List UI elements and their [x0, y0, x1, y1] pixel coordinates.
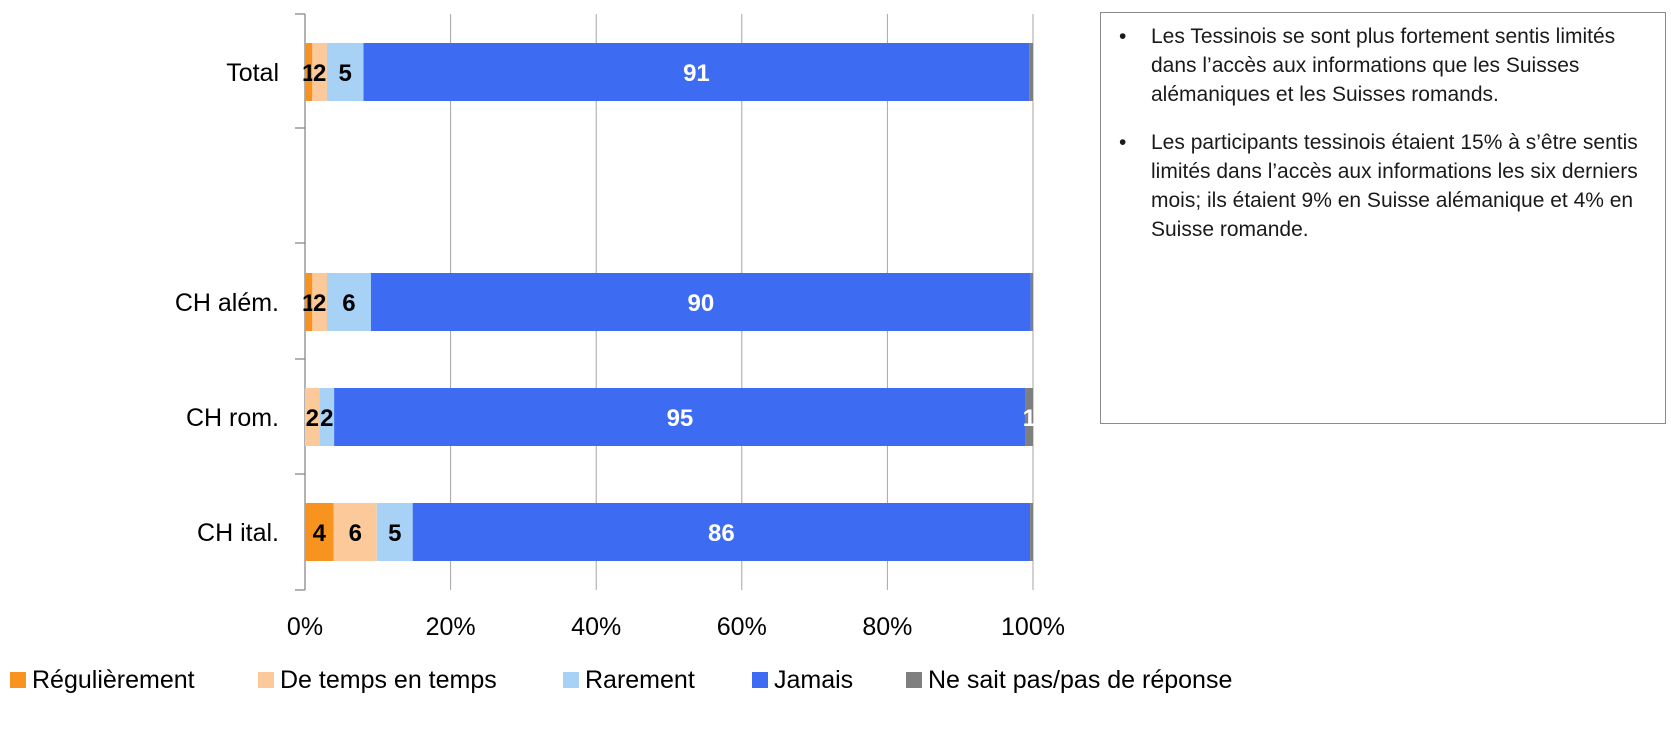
legend-label: Régulièrement	[32, 665, 195, 694]
bar-segment	[305, 273, 313, 331]
data-label: 2	[306, 405, 319, 432]
x-tick-label: 100%	[1001, 613, 1065, 641]
bar-segment	[312, 43, 327, 101]
commentary-box: • Les Tessinois se sont plus fortement s…	[1100, 12, 1666, 424]
bar-segment	[363, 43, 1030, 101]
bar-segment	[376, 503, 413, 561]
data-label: 2	[313, 60, 326, 87]
stacked-bar-chart: 0% 20% 40% 60% 80% 100% Total CH além. CH rom. CH…	[175, 13, 1065, 641]
bar-segment	[305, 388, 320, 446]
legend-label: Jamais	[774, 665, 854, 694]
data-label: 1	[302, 290, 315, 317]
x-tick-label: 60%	[717, 613, 767, 641]
data-label: 6	[349, 520, 362, 547]
data-label: 91	[683, 60, 710, 87]
category-label: CH além.	[175, 289, 279, 317]
data-label: 1	[1023, 405, 1036, 432]
bar-segment	[312, 273, 327, 331]
category-label: CH ital.	[197, 519, 279, 547]
bar-segment	[1030, 503, 1033, 561]
legend-label: Rarement	[585, 665, 695, 694]
legend-item-jamais: Jamais	[752, 660, 853, 700]
legend-swatch	[258, 672, 274, 688]
bar-segment	[412, 503, 1031, 561]
bar-segment	[1029, 43, 1033, 101]
legend-swatch	[563, 672, 579, 688]
bar-segment	[1025, 388, 1033, 446]
legend-swatch	[10, 672, 26, 688]
legend-item-regulierement: Régulièrement	[10, 660, 195, 700]
data-label: 5	[339, 60, 352, 87]
x-tick-label: 80%	[862, 613, 912, 641]
commentary-text: Les Tessinois se sont plus fortement sen…	[1151, 25, 1616, 106]
data-label: 4	[313, 520, 327, 547]
x-tick-label: 20%	[426, 613, 476, 641]
data-label: 95	[667, 405, 694, 432]
data-label: 90	[688, 290, 715, 317]
bullet-icon: •	[1119, 131, 1127, 154]
legend-label: De temps en temps	[280, 665, 497, 694]
bar-segment	[1030, 273, 1033, 331]
data-label: 2	[320, 405, 333, 432]
legend-label: Ne sait pas/pas de réponse	[928, 665, 1233, 694]
data-label: 1	[302, 60, 315, 87]
bullet-icon: •	[1119, 25, 1127, 48]
legend-swatch	[906, 672, 922, 688]
data-label: 86	[708, 520, 735, 547]
bar-segment	[370, 273, 1031, 331]
legend-item-de-temps-en-temps: De temps en temps	[258, 660, 497, 700]
bar-segment	[333, 503, 377, 561]
x-tick-label: 0%	[287, 613, 323, 641]
commentary-item: • Les Tessinois se sont plus fortement s…	[1115, 22, 1655, 109]
bar-segment	[319, 388, 335, 446]
commentary-item: • Les participants tessinois étaient 15%…	[1115, 128, 1655, 244]
bar-segment	[334, 388, 1026, 446]
legend-item-rarement: Rarement	[563, 660, 695, 700]
bar-segment	[326, 43, 364, 101]
legend-item-ne-sait-pas: Ne sait pas/pas de réponse	[906, 660, 1232, 700]
commentary-text: Les participants tessinois étaient 15% à…	[1151, 131, 1638, 241]
bar-segment	[305, 43, 313, 101]
commentary-list: • Les Tessinois se sont plus fortement s…	[1115, 22, 1655, 263]
x-tick-label: 40%	[571, 613, 621, 641]
legend-swatch	[752, 672, 768, 688]
data-label: 6	[342, 290, 355, 317]
data-label: 2	[313, 290, 326, 317]
category-label: CH rom.	[186, 404, 279, 432]
bar-segment	[326, 273, 371, 331]
category-label: Total	[226, 59, 279, 87]
data-label: 5	[388, 520, 401, 547]
bar-segment	[305, 503, 334, 561]
